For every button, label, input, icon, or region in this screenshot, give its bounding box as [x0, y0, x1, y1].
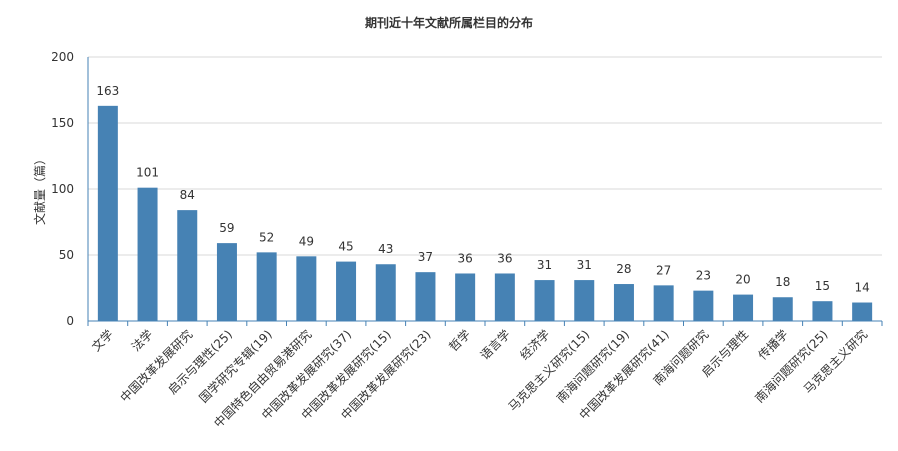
x-category-label: 传播学 — [755, 327, 791, 363]
data-label: 18 — [775, 275, 790, 289]
y-tick-label: 150 — [51, 116, 74, 130]
y-tick-label: 50 — [59, 248, 74, 262]
chart-title: 期刊近十年文献所属栏目的分布 — [364, 16, 533, 30]
y-axis: 0 50 100 150 200 — [51, 50, 89, 328]
data-label: 27 — [656, 263, 671, 277]
bar — [494, 273, 515, 321]
grid-lines — [88, 56, 882, 256]
data-label: 101 — [136, 166, 159, 180]
bar — [733, 294, 754, 321]
bar — [336, 261, 357, 321]
x-category-label: 语言学 — [477, 327, 513, 363]
data-label: 31 — [577, 258, 592, 272]
data-label: 28 — [616, 262, 631, 276]
data-label: 37 — [418, 250, 433, 264]
bar — [613, 284, 634, 321]
data-labels: 163 101 84 59 52 49 45 43 37 36 36 31 31 28 27 23 20 18 15… — [96, 84, 869, 295]
data-label: 49 — [299, 234, 314, 248]
x-axis: 文学 法学中国改革发展研究启示与理性(25)国学研究专辑(19)中国特色自由贸易港… — [87, 320, 883, 430]
x-category-label: 南海问题研究(25) — [752, 327, 831, 406]
data-label: 36 — [497, 251, 512, 265]
y-axis-title: 文献量（篇） — [32, 153, 47, 225]
bar — [256, 252, 277, 321]
bar — [177, 210, 198, 321]
y-tick-label: 0 — [66, 314, 74, 328]
bar — [653, 285, 674, 321]
x-category-label: 国学研究专辑(19) — [196, 327, 275, 406]
data-label: 163 — [96, 84, 119, 98]
data-label: 52 — [259, 230, 274, 244]
y-tick-label: 200 — [51, 50, 74, 64]
x-category-label: 文学 — [88, 327, 116, 355]
bar — [812, 301, 833, 321]
x-category-label: 中国改革发展研究 — [117, 327, 195, 405]
data-label: 59 — [219, 221, 234, 235]
bar — [97, 105, 118, 321]
x-category-label: 南海问题研究(19) — [553, 327, 632, 406]
bar — [772, 297, 793, 321]
data-label: 23 — [696, 269, 711, 283]
data-label: 31 — [537, 258, 552, 272]
y-tick-label: 100 — [51, 182, 74, 196]
bar — [216, 243, 237, 321]
data-label: 45 — [338, 240, 353, 254]
bar — [455, 273, 476, 321]
bar — [375, 264, 396, 321]
data-label: 43 — [378, 242, 393, 256]
bar — [296, 256, 317, 321]
bar — [415, 272, 436, 321]
data-label: 36 — [458, 251, 473, 265]
data-label: 84 — [180, 188, 195, 202]
data-label: 14 — [855, 281, 870, 295]
data-label: 20 — [735, 273, 750, 287]
bar — [137, 187, 158, 321]
bar — [574, 280, 595, 321]
bar — [693, 290, 714, 321]
bar — [852, 302, 873, 321]
x-category-label: 法学 — [128, 327, 156, 355]
data-label: 15 — [815, 279, 830, 293]
bars — [97, 105, 873, 321]
x-category-label: 哲学 — [446, 327, 474, 355]
bar — [534, 280, 555, 321]
x-category-label: 经济学 — [517, 327, 553, 363]
